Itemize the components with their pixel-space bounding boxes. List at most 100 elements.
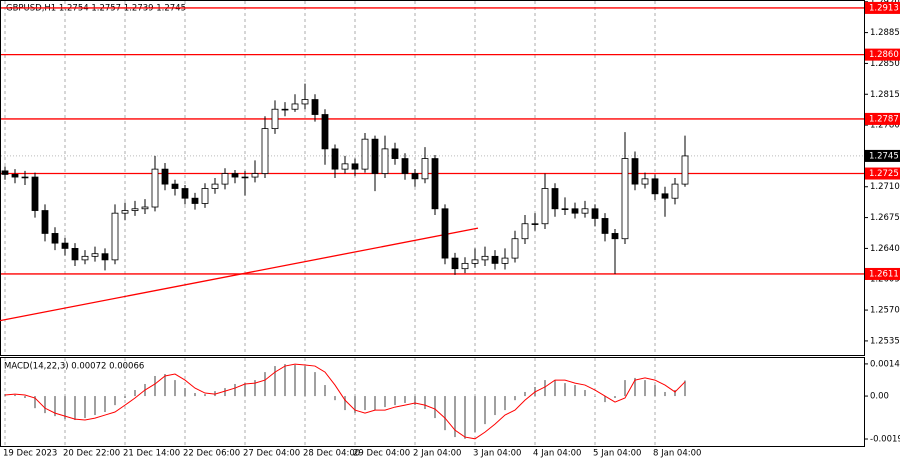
candle-body xyxy=(491,255,499,264)
candle-body xyxy=(51,233,59,244)
macd-bar xyxy=(584,390,586,397)
macd-bar xyxy=(24,396,26,399)
macd-bar xyxy=(674,390,676,397)
candle-body xyxy=(671,183,679,199)
macd-bar xyxy=(294,364,296,397)
y-tick-label: 1.2815 xyxy=(870,90,900,100)
candle-body xyxy=(331,148,339,170)
candle-body xyxy=(61,242,69,249)
x-tick-label: 28 Dec 04:00 xyxy=(303,449,360,459)
level-label-bg xyxy=(865,112,900,125)
macd-bar xyxy=(394,396,396,406)
macd-bar xyxy=(274,366,276,397)
macd-bar xyxy=(264,372,266,397)
candle-body xyxy=(111,212,119,261)
candle-body xyxy=(161,168,169,185)
macd-bar xyxy=(524,391,526,397)
candle-body xyxy=(481,255,489,261)
macd-bar xyxy=(434,396,436,419)
macd-bar xyxy=(664,391,666,397)
candle-body xyxy=(311,99,319,115)
macd-bar xyxy=(404,396,406,403)
current-price-bg xyxy=(865,149,900,162)
x-tick-label: 20 Dec 22:00 xyxy=(63,449,120,459)
candle-body xyxy=(401,158,409,174)
candle-body xyxy=(381,148,389,174)
macd-bar xyxy=(34,396,36,409)
macd-bar xyxy=(364,396,366,411)
candle-body xyxy=(681,155,689,185)
macd-bar xyxy=(654,385,656,397)
candle-body xyxy=(441,208,449,259)
macd-bar xyxy=(284,364,286,397)
level-label-bg xyxy=(865,48,900,61)
candle-body xyxy=(221,173,229,185)
macd-bar xyxy=(324,385,326,397)
macd-bar xyxy=(74,396,76,421)
candle-body xyxy=(581,208,589,214)
level-label-bg xyxy=(865,1,900,14)
candle-body xyxy=(471,259,479,264)
candle-body xyxy=(501,257,509,264)
candle-body xyxy=(561,208,569,210)
macd-bar xyxy=(154,375,156,397)
x-tick-label: 22 Dec 06:00 xyxy=(183,449,240,459)
y-tick-label: 1.2570 xyxy=(870,306,900,316)
y-tick-label: 0.00 xyxy=(870,392,889,402)
macd-bar xyxy=(64,396,66,420)
x-tick-label: 5 Jan 04:00 xyxy=(593,449,641,459)
macd-bar xyxy=(354,396,356,414)
candle-body xyxy=(231,173,239,178)
candle-body xyxy=(171,183,179,189)
macd-bar xyxy=(624,380,626,397)
level-label: 1.2913 xyxy=(869,3,899,13)
macd-bar xyxy=(344,396,346,411)
macd-bar xyxy=(164,374,166,397)
macd-bar xyxy=(204,394,206,397)
macd-bar xyxy=(574,385,576,397)
candle-body xyxy=(201,188,209,204)
macd-bar xyxy=(224,388,226,397)
x-tick-label: 4 Jan 04:00 xyxy=(533,449,581,459)
macd-bar xyxy=(494,396,496,416)
y-tick-label: 1.2885 xyxy=(870,28,900,38)
macd-bar xyxy=(684,380,686,397)
level-label-bg xyxy=(865,167,900,180)
candle-body xyxy=(1,170,9,175)
candle-body xyxy=(251,173,259,178)
candle-body xyxy=(621,158,629,240)
macd-bar xyxy=(464,396,466,439)
macd-bar xyxy=(44,396,46,414)
trendline xyxy=(0,227,479,322)
main-frame xyxy=(0,0,865,356)
macd-bar xyxy=(514,396,516,401)
candle-body xyxy=(11,174,19,178)
y-tick-label: 1.2710 xyxy=(870,182,900,192)
x-tick-label: 2 Jan 04:00 xyxy=(413,449,461,459)
candle-body xyxy=(451,257,459,270)
candle-body xyxy=(521,223,529,240)
y-tick-label: 1.2535 xyxy=(870,336,900,346)
macd-bar xyxy=(564,383,566,397)
candle-body xyxy=(601,218,609,234)
macd-bar xyxy=(104,396,106,413)
candle-body xyxy=(21,176,29,179)
candle-body xyxy=(541,188,549,225)
macd-bar xyxy=(94,396,96,416)
candle-body xyxy=(31,176,39,211)
candle-body xyxy=(361,138,369,170)
candle-body xyxy=(421,158,429,180)
y-tick-label: 1.2850 xyxy=(870,59,900,69)
candle-body xyxy=(121,210,129,214)
candle-body xyxy=(531,223,539,225)
candle-body xyxy=(281,108,289,111)
level-label: 1.2611 xyxy=(869,269,899,279)
candle-body xyxy=(291,103,299,110)
macd-bar xyxy=(124,396,126,399)
macd-bar xyxy=(214,391,216,397)
macd-bar xyxy=(304,366,306,397)
macd-bar xyxy=(644,380,646,397)
candle-body xyxy=(571,208,579,214)
